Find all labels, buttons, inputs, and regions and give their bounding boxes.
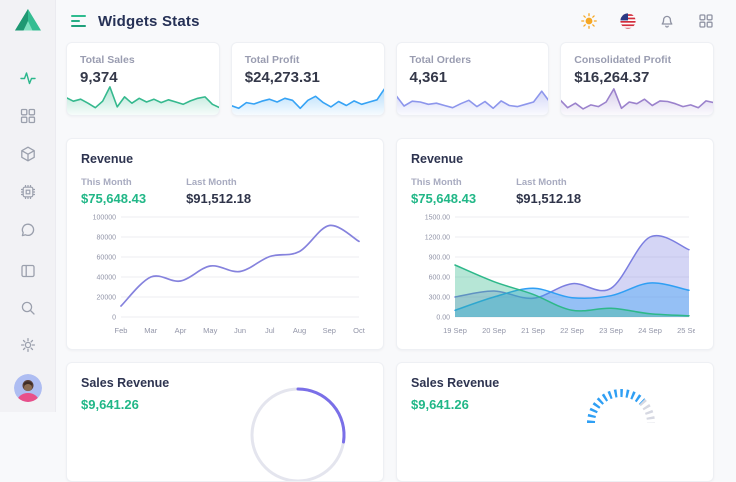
package-icon[interactable] (20, 146, 36, 162)
us-flag-icon[interactable] (620, 13, 636, 29)
app-logo[interactable] (14, 8, 42, 32)
this-month-value: $75,648.43 (411, 191, 476, 206)
sales-revenue-gauge-card: Sales Revenue $9,641.26 (396, 362, 714, 482)
sun-theme-icon[interactable] (581, 13, 597, 29)
svg-text:100000: 100000 (93, 215, 116, 222)
grid-icon[interactable] (20, 108, 36, 124)
svg-text:Jun: Jun (234, 326, 246, 335)
sparkline-chart (66, 82, 220, 116)
svg-text:60000: 60000 (97, 255, 117, 262)
sparkline-chart (560, 82, 714, 116)
svg-text:300.00: 300.00 (429, 295, 451, 302)
svg-text:0.00: 0.00 (436, 315, 450, 322)
svg-text:21 Sep: 21 Sep (521, 326, 545, 335)
sparkline-chart (396, 82, 550, 116)
sparkline-chart (231, 82, 385, 116)
svg-text:23 Sep: 23 Sep (599, 326, 623, 335)
sales-gauge-chart (533, 363, 703, 482)
svg-text:Feb: Feb (115, 326, 128, 335)
svg-text:40000: 40000 (97, 275, 117, 282)
sales-revenue-donut-card: Sales Revenue $9,641.26 (66, 362, 384, 482)
svg-text:20000: 20000 (97, 295, 117, 302)
page-title: Widgets Stats (98, 13, 200, 30)
apps-grid-icon[interactable] (698, 13, 714, 29)
svg-text:24 Sep: 24 Sep (638, 326, 662, 335)
settings-gear-icon[interactable] (20, 337, 36, 353)
stat-card-total-sales[interactable]: Total Sales 9,374 (66, 42, 220, 116)
last-month-stat: Last Month $91,512.18 (186, 177, 251, 206)
last-month-value: $91,512.18 (186, 191, 251, 206)
activity-icon[interactable] (20, 70, 36, 86)
stat-label: Consolidated Profit (574, 54, 713, 66)
revenue-monthly-card: Revenue This Month $75,648.43 Last Month… (66, 138, 384, 350)
main-content: Widgets Stats (56, 0, 736, 482)
this-month-label: This Month (81, 177, 146, 188)
topbar-actions (581, 13, 714, 29)
layout-icon[interactable] (20, 263, 36, 279)
stat-label: Total Sales (80, 54, 219, 66)
svg-text:Oct: Oct (353, 326, 365, 335)
stat-cards-row: Total Sales 9,374 Total Profit $24,273.3… (66, 42, 714, 116)
svg-text:Sep: Sep (323, 326, 336, 335)
last-month-stat: Last Month $91,512.18 (516, 177, 581, 206)
revenue-daily-area-chart: 0.00 300.00 600.00 900.00 1200.00 1500.00 19 S… (411, 207, 695, 345)
revenue-cards-row: Revenue This Month $75,648.43 Last Month… (66, 138, 714, 350)
user-avatar[interactable] (14, 374, 42, 402)
sales-donut-chart (203, 363, 373, 482)
stat-card-total-orders[interactable]: Total Orders 4,361 (396, 42, 550, 116)
sales-cards-row: Sales Revenue $9,641.26 Sales Revenue $9… (66, 362, 714, 482)
stat-card-consolidated-profit[interactable]: Consolidated Profit $16,264.37 (560, 42, 714, 116)
stat-label: Total Orders (410, 54, 549, 66)
card-title: Revenue (411, 152, 699, 166)
svg-text:Aug: Aug (293, 326, 306, 335)
chat-icon[interactable] (20, 222, 36, 238)
top-bar: Widgets Stats (66, 0, 714, 42)
this-month-stat: This Month $75,648.43 (81, 177, 146, 206)
svg-text:1500.00: 1500.00 (425, 215, 450, 222)
sidebar-bottom-group (14, 263, 42, 402)
last-month-label: Last Month (516, 177, 581, 188)
svg-text:22 Sep: 22 Sep (560, 326, 584, 335)
card-title: Revenue (81, 152, 369, 166)
this-month-stat: This Month $75,648.43 (411, 177, 476, 206)
this-month-label: This Month (411, 177, 476, 188)
cpu-icon[interactable] (20, 184, 36, 200)
last-month-value: $91,512.18 (516, 191, 581, 206)
svg-text:Jul: Jul (265, 326, 275, 335)
search-icon[interactable] (20, 300, 36, 316)
svg-text:900.00: 900.00 (429, 255, 451, 262)
svg-text:Mar: Mar (144, 326, 157, 335)
svg-text:25 Sep: 25 Sep (677, 326, 695, 335)
last-month-label: Last Month (186, 177, 251, 188)
notifications-bell-icon[interactable] (659, 13, 675, 29)
svg-text:19 Sep: 19 Sep (443, 326, 467, 335)
svg-text:May: May (203, 326, 217, 335)
svg-text:1200.00: 1200.00 (425, 235, 450, 242)
svg-text:80000: 80000 (97, 235, 117, 242)
svg-text:0: 0 (112, 315, 116, 322)
sidebar (0, 0, 56, 412)
this-month-value: $75,648.43 (81, 191, 146, 206)
svg-text:20 Sep: 20 Sep (482, 326, 506, 335)
svg-text:Apr: Apr (175, 326, 187, 335)
revenue-monthly-line-chart: 0 20000 40000 60000 80000 100000 Feb Mar Apr May J… (81, 207, 365, 345)
menu-hamburger-icon[interactable] (71, 15, 86, 27)
stat-label: Total Profit (245, 54, 384, 66)
revenue-daily-card: Revenue This Month $75,648.43 Last Month… (396, 138, 714, 350)
svg-text:600.00: 600.00 (429, 275, 451, 282)
stat-card-total-profit[interactable]: Total Profit $24,273.31 (231, 42, 385, 116)
